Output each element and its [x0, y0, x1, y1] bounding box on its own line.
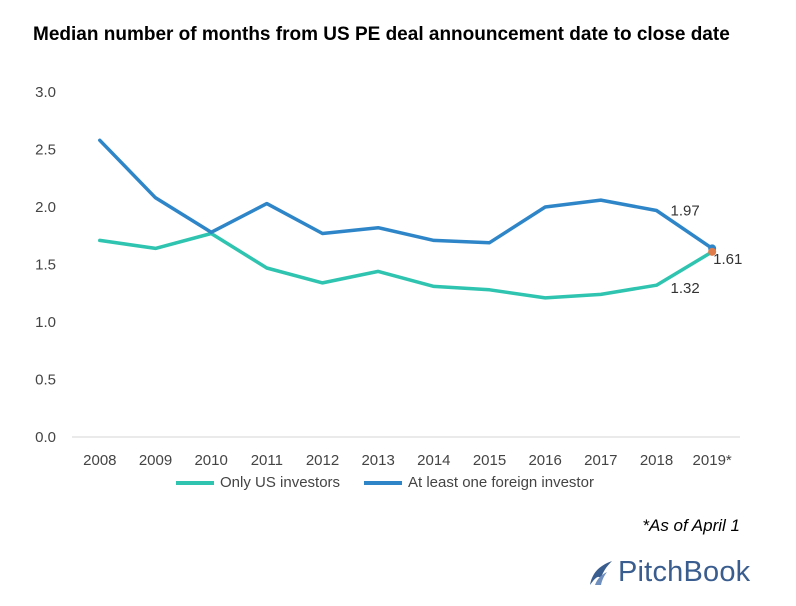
x-tick-label: 2012 [306, 452, 339, 469]
data-label: 1.61 [713, 251, 742, 268]
y-tick-label: 2.0 [35, 199, 56, 216]
y-tick-label: 1.5 [35, 257, 56, 274]
x-tick-label: 2019* [693, 452, 732, 469]
data-label: 1.97 [671, 202, 700, 219]
chart-title: Median number of months from US PE deal … [33, 24, 730, 45]
y-tick-label: 3.0 [35, 84, 56, 101]
x-tick-label: 2009 [139, 452, 172, 469]
series-line-1 [98, 138, 714, 251]
pitchbook-logo-icon [590, 560, 612, 585]
legend-item-foreign: At least one foreign investor [364, 474, 594, 491]
x-tick-label: 2010 [194, 452, 227, 469]
y-tick-label: 0.0 [35, 429, 56, 446]
legend-item-only-us: Only US investors [176, 474, 340, 491]
legend-swatch-only-us [176, 480, 214, 485]
y-tick-label: 1.0 [35, 314, 56, 331]
legend-label-foreign: At least one foreign investor [408, 474, 594, 491]
end-point-only-us [708, 247, 717, 256]
data-label: 1.32 [671, 280, 700, 297]
line-chart: 0.00.51.01.52.02.53.0 2008 2009 2010 2011 20… [35, 84, 743, 469]
footnote: *As of April 1 [642, 516, 740, 535]
x-tick-label: 2017 [584, 452, 617, 469]
y-axis-ticks: 0.0 0.5 1.0 1.5 2.0 2.5 3.0 [35, 84, 56, 446]
legend-label-only-us: Only US investors [220, 474, 341, 491]
x-tick-label: 2014 [417, 452, 450, 469]
y-tick-label: 2.5 [35, 142, 56, 159]
end-markers [708, 244, 717, 256]
brand-logo: PitchBook [586, 556, 750, 589]
legend-swatch-foreign [364, 480, 402, 485]
x-tick-label: 2011 [251, 452, 283, 469]
x-tick-label: 2013 [361, 452, 394, 469]
x-axis-ticks: 2008 2009 2010 2011 2012 2013 2014 2015 2016 2017… [83, 452, 732, 469]
y-tick-label: 0.5 [35, 372, 56, 389]
x-tick-label: 2016 [528, 452, 561, 469]
x-tick-label: 2015 [473, 452, 506, 469]
x-tick-label: 2008 [83, 452, 116, 469]
series-lines [98, 138, 714, 300]
brand-name: PitchBook [618, 556, 751, 588]
x-tick-label: 2018 [640, 452, 673, 469]
data-labels: 1.97 1.61 1.32 [671, 202, 743, 297]
series-line-0 [98, 231, 714, 300]
